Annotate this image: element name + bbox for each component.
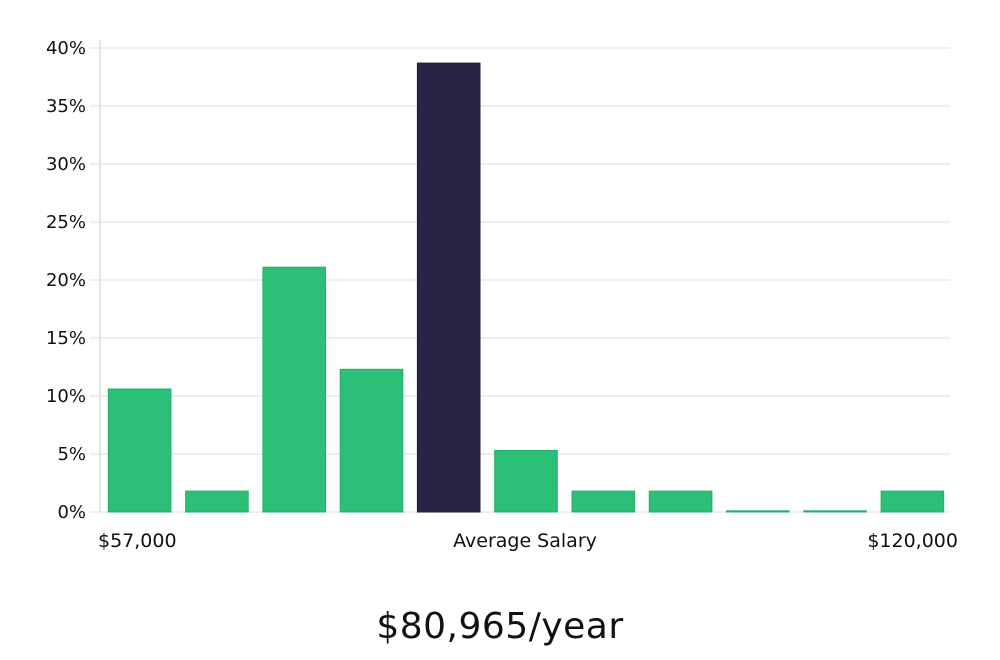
y-tick-label: 15% <box>46 328 86 349</box>
bar <box>880 490 945 513</box>
y-tick-label: 20% <box>46 270 86 291</box>
x-max-label: $120,000 <box>867 530 958 552</box>
bar <box>262 266 326 513</box>
x-axis-title: Average Salary <box>453 530 597 552</box>
y-axis-ticks: 0% 5% 10% 15% 20% 25% 30% 35% 40% <box>46 38 86 523</box>
bar <box>726 510 790 513</box>
x-axis-labels: $57,000 Average Salary $120,000 <box>98 530 958 552</box>
bar <box>648 490 713 513</box>
x-min-label: $57,000 <box>98 530 177 552</box>
bars <box>107 62 945 513</box>
bar <box>185 490 249 513</box>
bar <box>571 490 636 513</box>
y-tick-label: 25% <box>46 212 86 233</box>
y-tick-label: 30% <box>46 154 86 175</box>
bar <box>107 388 172 513</box>
y-tick-label: 35% <box>46 96 86 117</box>
bar-average-salary <box>416 62 481 513</box>
gridlines <box>90 40 950 513</box>
average-salary-value: $80,965/year <box>376 606 624 647</box>
bar <box>803 510 867 513</box>
bar <box>494 450 558 513</box>
y-tick-label: 0% <box>57 502 86 523</box>
bar <box>339 368 404 513</box>
y-tick-label: 5% <box>57 444 86 465</box>
y-tick-label: 40% <box>46 38 86 59</box>
salary-histogram-chart: 0% 5% 10% 15% 20% 25% 30% 35% 40% $57,000 Averag… <box>46 38 958 552</box>
y-tick-label: 10% <box>46 386 86 407</box>
